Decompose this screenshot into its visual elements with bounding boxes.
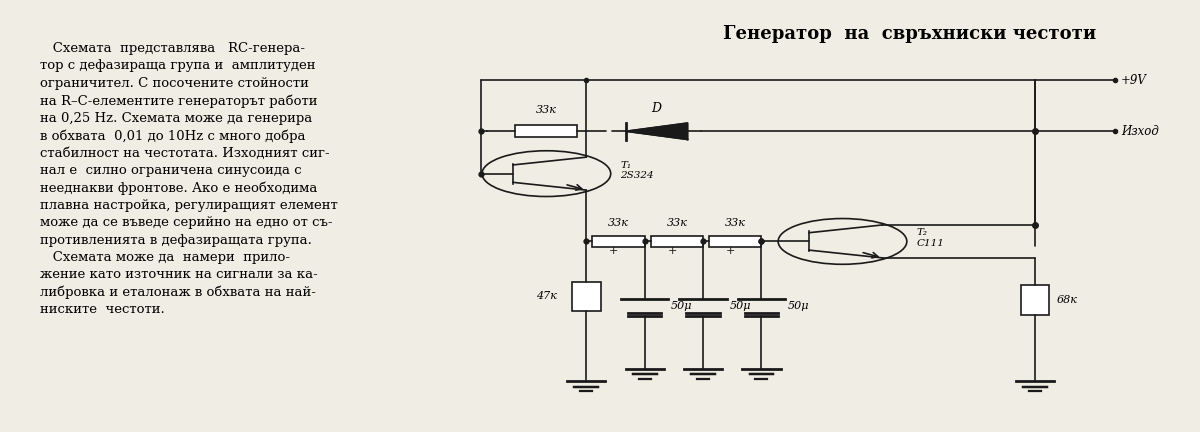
Text: 50μ: 50μ [787, 301, 809, 311]
Bar [572, 282, 600, 311]
Text: 33к: 33к [725, 218, 745, 228]
Text: 50μ: 50μ [671, 301, 692, 311]
Text: +: + [610, 246, 618, 256]
Text: 50μ: 50μ [730, 301, 751, 311]
Polygon shape [625, 123, 688, 140]
Text: D: D [652, 102, 661, 115]
Bar [650, 236, 703, 247]
Text: 33к: 33к [536, 105, 557, 115]
Text: +9V: +9V [1121, 74, 1147, 87]
Text: Изход: Изход [1121, 125, 1159, 138]
Text: Генератор  на  свръхниски честоти: Генератор на свръхниски честоти [724, 25, 1097, 43]
Bar [1021, 286, 1049, 315]
Bar [515, 125, 577, 137]
Text: 33к: 33к [608, 218, 629, 228]
Text: 47к: 47к [535, 292, 557, 302]
Text: +: + [667, 246, 677, 256]
Text: 68к: 68к [1056, 295, 1078, 305]
Text: T₁
2S324: T₁ 2S324 [620, 161, 654, 180]
Bar [593, 236, 644, 247]
Text: +: + [726, 246, 736, 256]
Text: T₂
C111: T₂ C111 [917, 229, 944, 248]
Text: 33к: 33к [666, 218, 688, 228]
Bar [709, 236, 762, 247]
Text: Схемата  представлява   RC-генера-
тор с дефазираща група и  амплитуден
ограничи: Схемата представлява RC-генера- тор с де… [40, 42, 337, 316]
